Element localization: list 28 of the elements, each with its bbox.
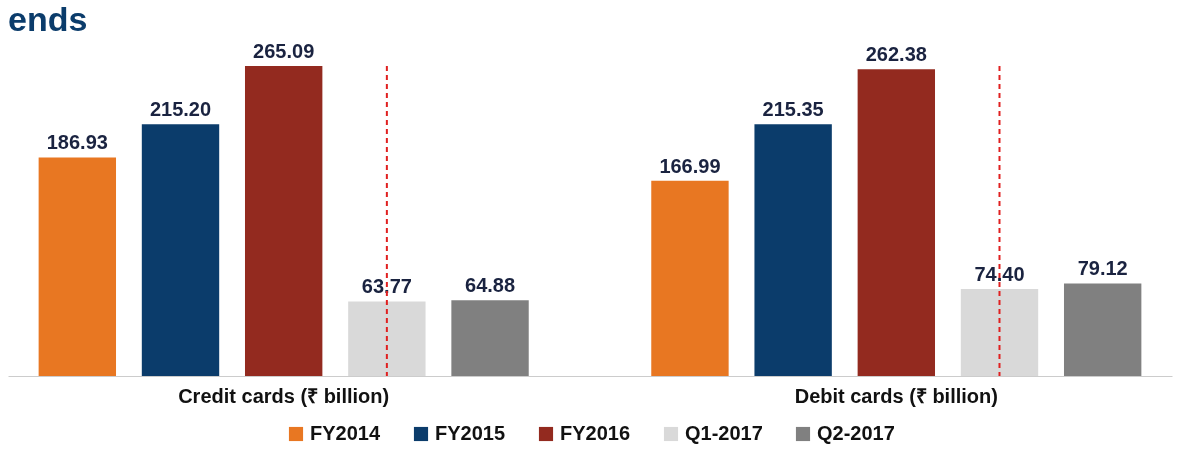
bar (754, 124, 832, 376)
bar (1063, 283, 1142, 376)
legend-label: FY2016 (560, 422, 631, 444)
data-label: 215.20 (149, 98, 212, 121)
data-label: 64.88 (465, 274, 516, 297)
bar (244, 66, 323, 376)
data-label: 186.93 (46, 131, 108, 154)
chart-title: ends (8, 0, 88, 38)
bar (857, 69, 936, 376)
legend-label: FY2014 (310, 422, 381, 444)
bar (348, 301, 426, 376)
legend-label: Q1-2017 (685, 422, 763, 444)
x-tick-label: Debit cards (₹ billion) (794, 384, 998, 407)
bar (651, 180, 729, 376)
x-tick-label: Credit cards (₹ billion) (178, 384, 390, 407)
data-label: 74.40 (974, 263, 1025, 285)
data-label: 262.38 (865, 43, 927, 66)
data-label: 215.35 (762, 98, 824, 121)
data-label: 79.12 (1077, 257, 1128, 280)
legend-label: FY2015 (435, 422, 506, 444)
bar (141, 124, 220, 376)
legend-label: Q2-2017 (817, 422, 895, 444)
data-label: 265.09 (253, 40, 315, 62)
data-label: 166.99 (659, 154, 721, 177)
bar (451, 300, 529, 376)
data-label: 63.77 (361, 275, 412, 298)
bar (38, 157, 117, 376)
bar (960, 289, 1039, 376)
